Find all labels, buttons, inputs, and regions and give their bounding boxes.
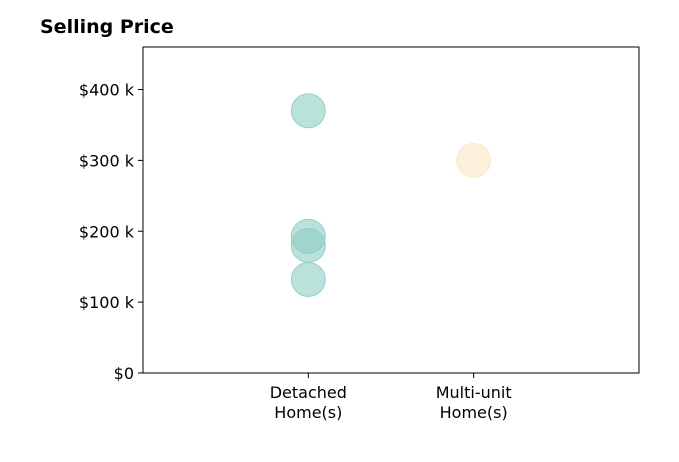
x-tick-label: Multi-unit Home(s) xyxy=(436,383,512,422)
data-point xyxy=(290,93,326,129)
chart-title: Selling Price xyxy=(40,16,174,38)
marks-layer xyxy=(290,93,492,297)
y-tick-label: $0 xyxy=(114,364,134,383)
y-tick-label: $300 k xyxy=(79,151,135,170)
axes-layer: $0 $100 k $200 k $300 k $400 k Detached Home(s… xyxy=(79,81,512,422)
plot-frame xyxy=(142,46,640,374)
x-tick-label: Detached Home(s) xyxy=(270,383,347,422)
y-tick-label: $200 k xyxy=(79,222,135,241)
data-point xyxy=(290,261,326,297)
y-tick-label: $400 k xyxy=(79,81,135,100)
y-tick-label: $100 k xyxy=(79,293,135,312)
data-point xyxy=(456,142,492,178)
data-point xyxy=(290,227,326,263)
